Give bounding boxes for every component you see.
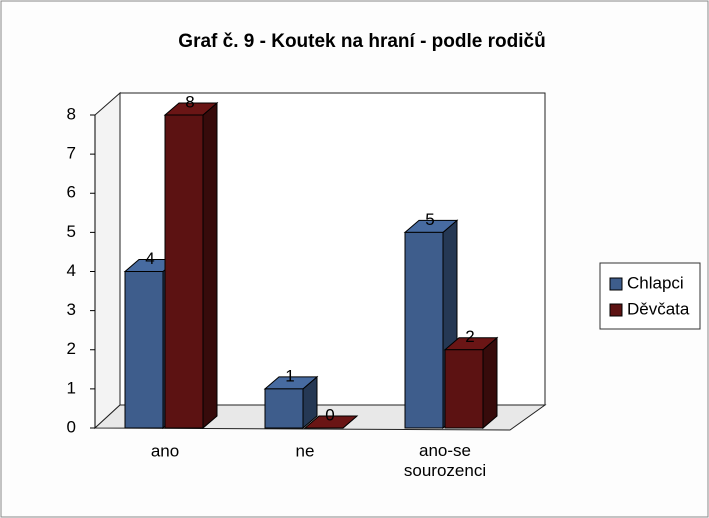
data-label: 0 — [325, 405, 334, 424]
data-label: 1 — [285, 366, 294, 385]
legend-swatch — [609, 277, 623, 291]
y-tick-label: 2 — [67, 339, 76, 358]
legend-label: Děvčata — [627, 299, 690, 318]
bar — [444, 349, 484, 429]
x-tick-label: ano-se sourozenci — [404, 441, 486, 480]
data-label: 2 — [465, 327, 474, 346]
y-tick-label: 0 — [67, 417, 76, 436]
bar-side — [482, 336, 498, 430]
bar — [164, 114, 204, 429]
y-tick-label: 1 — [67, 378, 76, 397]
x-tick-label: ne — [296, 441, 315, 460]
y-tick-label: 8 — [67, 104, 76, 123]
legend-swatch — [609, 303, 623, 317]
legend — [599, 262, 701, 330]
bar — [264, 388, 304, 429]
x-tick-label: ano — [151, 441, 179, 460]
data-label: 8 — [185, 92, 194, 111]
chart-title: Graf č. 9 - Koutek na hraní - podle rodi… — [178, 31, 545, 52]
y-tick-label: 5 — [67, 222, 76, 241]
side-wall — [94, 91, 121, 430]
bar — [404, 231, 444, 429]
y-tick-label: 7 — [67, 144, 76, 163]
data-label: 4 — [145, 249, 154, 268]
legend-label: Chlapci — [627, 273, 684, 292]
y-tick-label: 4 — [67, 261, 76, 280]
y-tick-label: 3 — [67, 300, 76, 319]
data-label: 5 — [425, 210, 434, 229]
bar — [124, 271, 164, 429]
bar-side — [202, 101, 218, 430]
y-tick-label: 6 — [67, 183, 76, 202]
bar-top — [303, 415, 359, 429]
